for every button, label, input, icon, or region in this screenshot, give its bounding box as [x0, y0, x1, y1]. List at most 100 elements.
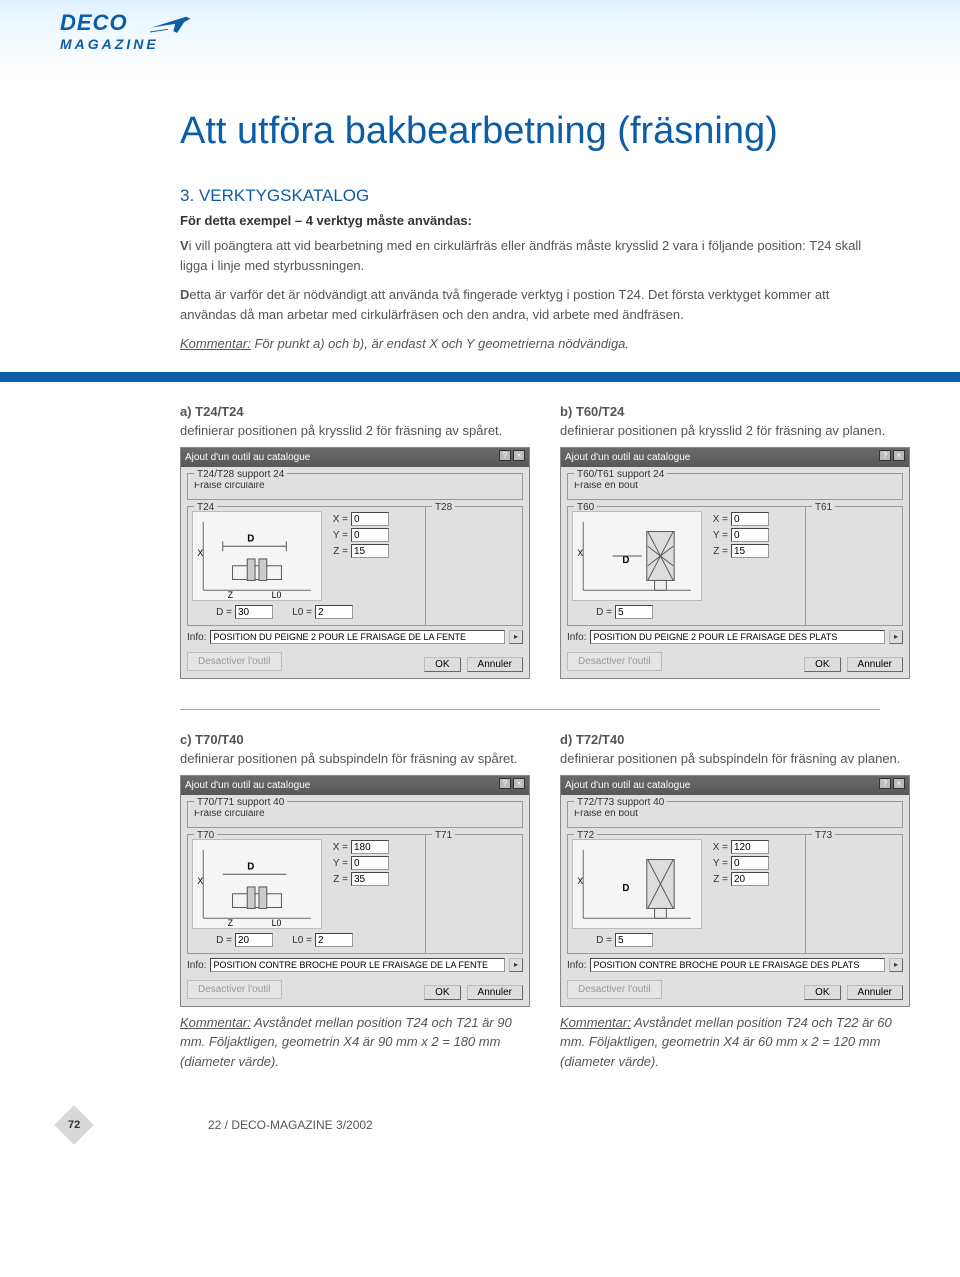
dialog-a-info-input[interactable] [210, 630, 505, 644]
dialog-c-z[interactable] [351, 872, 389, 886]
dialog-a-title: Ajout d'un outil au catalogue [185, 450, 310, 465]
paragraph-2-text: etta är varför det är nödvändigt att anv… [180, 287, 829, 322]
dialog-d-x[interactable] [731, 840, 769, 854]
dialog-c-title: Ajout d'un outil au catalogue [185, 778, 310, 793]
dialog-b: Ajout d'un outil au catalogue ?× T60/T61… [560, 447, 910, 679]
dialog-d-cancel-button[interactable]: Annuler [847, 985, 903, 1000]
page-number-badge: 72 [54, 1105, 94, 1145]
help-icon[interactable]: ? [879, 450, 891, 461]
close-icon[interactable]: × [513, 778, 525, 789]
divider [180, 709, 880, 710]
dialog-d-y[interactable] [731, 856, 769, 870]
dialog-b-title: Ajout d'un outil au catalogue [565, 450, 690, 465]
help-icon[interactable]: ? [499, 450, 511, 461]
dialog-b-y[interactable] [731, 528, 769, 542]
comment-label: Kommentar: [180, 336, 251, 351]
dialog-c-d[interactable] [235, 933, 273, 947]
section-heading: 3. VERKTYGSKATALOG [180, 183, 880, 209]
dialog-a-tool2: T28 [432, 500, 455, 515]
dialog-d-disable-btn: Desactiver l'outil [567, 980, 662, 999]
help-icon[interactable]: ? [499, 778, 511, 789]
dialog-c-cancel-button[interactable]: Annuler [467, 985, 523, 1000]
svg-text:D: D [247, 533, 254, 544]
dialog-d-titlebar: Ajout d'un outil au catalogue ?× [561, 776, 909, 795]
section-subhead: För detta exempel – 4 verktyg måste anvä… [180, 211, 880, 231]
dialog-b-d[interactable] [615, 605, 653, 619]
dialog-b-group-label: T60/T61 support 24 [574, 467, 667, 482]
dialog-a-cancel-button[interactable]: Annuler [467, 657, 523, 672]
dialog-d-group-label: T72/T73 support 40 [574, 795, 667, 810]
dialog-b-ok-button[interactable]: OK [804, 657, 840, 672]
dialog-b-z[interactable] [731, 544, 769, 558]
dialog-c: Ajout d'un outil au catalogue ?× T70/T71… [180, 775, 530, 1007]
page-title: Att utföra bakbearbetning (fräsning) [180, 110, 960, 153]
dialog-b-x[interactable] [731, 512, 769, 526]
item-c-label: c) T70/T40definierar positionen på subsp… [180, 730, 530, 769]
header-banner: DECO MAGAZINE [0, 0, 960, 80]
dialog-b-cancel-button[interactable]: Annuler [847, 657, 903, 672]
svg-text:X: X [577, 876, 583, 886]
dialog-d-tool2: T73 [812, 828, 835, 843]
plane-icon [150, 8, 195, 38]
logo-line2: MAGAZINE [60, 36, 159, 52]
dialog-c-diagram: X Z L0 D [192, 839, 322, 929]
dialog-d-info-input[interactable] [590, 958, 885, 972]
dialog-a-y[interactable] [351, 528, 389, 542]
item-d-desc: definierar positionen på subspindeln för… [560, 751, 900, 766]
item-b-label: b) T60/T24definierar positionen på kryss… [560, 402, 910, 441]
dialog-d-ok-button[interactable]: OK [804, 985, 840, 1000]
svg-text:Z: Z [228, 590, 234, 600]
svg-text:L0: L0 [272, 918, 282, 928]
dialog-d-z[interactable] [731, 872, 769, 886]
paragraph-1-text: i vill poängtera att vid bearbetning med… [180, 238, 861, 273]
close-icon[interactable]: × [513, 450, 525, 461]
dialog-d-d[interactable] [615, 933, 653, 947]
dialog-a: Ajout d'un outil au catalogue ?× T24/T28… [180, 447, 530, 679]
dialog-a-ok-button[interactable]: OK [424, 657, 460, 672]
dialog-a-diagram: X Z L0 D [192, 511, 322, 601]
scroll-right-icon[interactable]: ▸ [509, 958, 523, 972]
dialog-d: Ajout d'un outil au catalogue ?× T72/T73… [560, 775, 910, 1007]
close-icon[interactable]: × [893, 450, 905, 461]
footer-ref: 22 / DECO-MAGAZINE 3/2002 [208, 1118, 373, 1132]
item-a-label: a) T24/T24definierar positionen på kryss… [180, 402, 530, 441]
dialog-b-info-input[interactable] [590, 630, 885, 644]
dialog-a-d[interactable] [235, 605, 273, 619]
dialog-b-tool2: T61 [812, 500, 835, 515]
paragraph-2: Detta är varför det är nödvändigt att an… [180, 285, 880, 324]
close-icon[interactable]: × [893, 778, 905, 789]
comment-1: Kommentar: För punkt a) och b), är endas… [180, 334, 880, 354]
svg-text:X: X [577, 548, 583, 558]
comment-c: Kommentar: Avståndet mellan position T24… [180, 1013, 530, 1072]
dialog-b-diagram: X D [572, 511, 702, 601]
dialog-c-x[interactable] [351, 840, 389, 854]
dialog-c-titlebar: Ajout d'un outil au catalogue ?× [181, 776, 529, 795]
dialog-a-x[interactable] [351, 512, 389, 526]
dialog-a-group-label: T24/T28 support 24 [194, 467, 287, 482]
svg-text:D: D [622, 882, 629, 893]
paragraph-1: Vi vill poängtera att vid bearbetning me… [180, 236, 880, 275]
dialog-a-l0[interactable] [315, 605, 353, 619]
svg-text:X: X [197, 876, 203, 886]
dialog-b-titlebar: Ajout d'un outil au catalogue ?× [561, 448, 909, 467]
svg-text:D: D [622, 554, 629, 565]
dialog-c-group-label: T70/T71 support 40 [194, 795, 287, 810]
dialog-c-l0[interactable] [315, 933, 353, 947]
scroll-right-icon[interactable]: ▸ [889, 958, 903, 972]
logo-line1: DECO [60, 10, 159, 36]
footer: 72 22 / DECO-MAGAZINE 3/2002 [0, 1111, 960, 1169]
dialog-b-info-label: Info: [567, 630, 586, 645]
dialog-c-ok-button[interactable]: OK [424, 985, 460, 1000]
dialog-a-z[interactable] [351, 544, 389, 558]
comment-1-text: För punkt a) och b), är endast X och Y g… [254, 336, 629, 351]
scroll-right-icon[interactable]: ▸ [889, 630, 903, 644]
help-icon[interactable]: ? [879, 778, 891, 789]
item-a-desc: definierar positionen på krysslid 2 för … [180, 423, 502, 438]
dialog-c-y[interactable] [351, 856, 389, 870]
dialog-a-titlebar: Ajout d'un outil au catalogue ?× [181, 448, 529, 467]
svg-text:Z: Z [228, 918, 234, 928]
scroll-right-icon[interactable]: ▸ [509, 630, 523, 644]
dialog-c-info-input[interactable] [210, 958, 505, 972]
dialog-a-info-label: Info: [187, 630, 206, 645]
svg-text:X: X [197, 548, 203, 558]
